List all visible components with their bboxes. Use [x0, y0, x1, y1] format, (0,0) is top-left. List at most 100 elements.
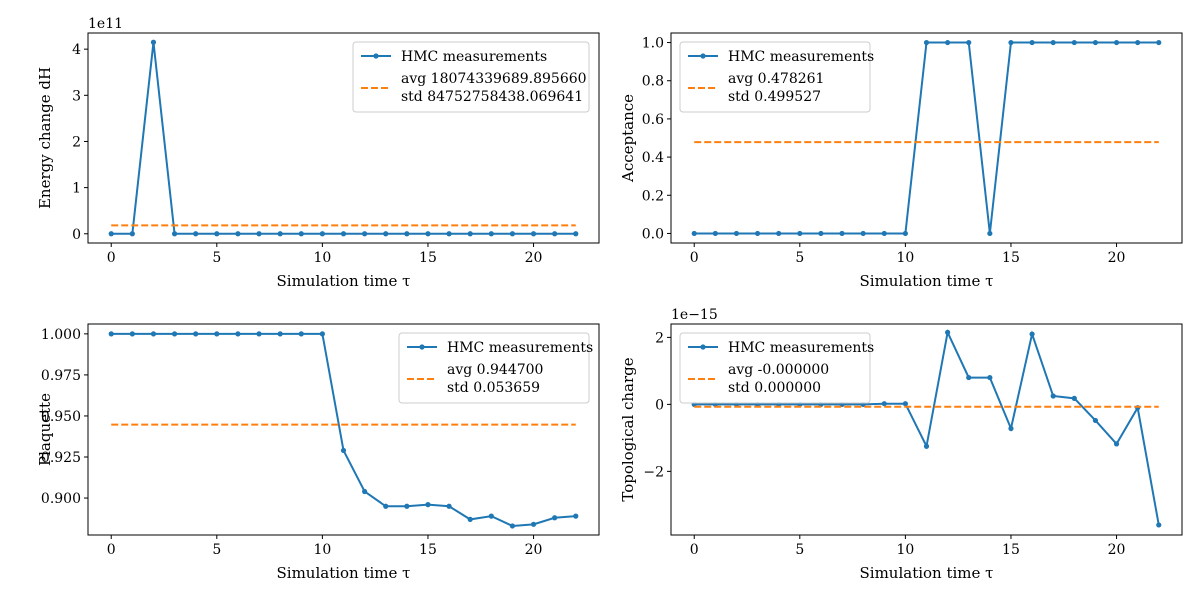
data-point [573, 231, 579, 237]
legend-std-label: std 84752758438.069641 [401, 89, 583, 105]
data-point [530, 521, 537, 527]
data-point [256, 231, 262, 237]
data-point [214, 331, 220, 337]
x-tick-label: 10 [896, 542, 914, 558]
y-tick-label: 0.0 [642, 226, 664, 242]
data-point [818, 230, 824, 237]
data-point [277, 231, 283, 237]
data-point [902, 401, 908, 407]
data-point [488, 513, 494, 519]
data-point [923, 443, 930, 449]
data-point [235, 231, 241, 237]
data-point [171, 231, 178, 237]
data-point [1008, 39, 1014, 46]
axes-frame [670, 323, 1183, 536]
data-point [966, 39, 972, 46]
data-point [362, 231, 368, 237]
series-group [691, 39, 1162, 237]
data-point [552, 231, 558, 237]
data-point [340, 231, 347, 237]
data-point [1113, 39, 1120, 46]
data-point [797, 230, 803, 237]
legend-average-label: avg 18074339689.895660 [401, 71, 587, 87]
x-tick-label: 15 [1002, 542, 1020, 558]
data-point [319, 331, 325, 337]
legend-measurements-marker [700, 53, 706, 59]
chart-bottom-left: 0 5 10 15 20 0.900 0.925 0.950 0.975 1.000 Simulat… [36, 323, 600, 582]
y-tick-label: 3 [72, 88, 81, 104]
data-point [860, 230, 866, 237]
x-tick-label: 0 [690, 542, 699, 558]
data-point [277, 331, 283, 337]
y-tick-label: 0.8 [642, 74, 664, 90]
legend-measurements-marker [373, 53, 379, 59]
y-tick-label: 4 [72, 42, 81, 58]
data-point [319, 231, 325, 237]
legend-average-label: avg 0.478261 [728, 71, 824, 87]
data-point [1008, 425, 1014, 432]
y-axis-label: Plaquette [36, 393, 54, 466]
x-tick-label: 10 [896, 250, 914, 266]
x-tick-label: 10 [313, 542, 331, 558]
data-point [881, 230, 887, 237]
data-point [446, 503, 452, 509]
data-point [1050, 39, 1056, 46]
y-tick-label: 0.975 [41, 368, 81, 384]
data-point [214, 231, 220, 237]
x-tick-label: 5 [212, 250, 221, 266]
data-point [467, 516, 473, 523]
data-point [488, 231, 494, 237]
x-tick-label: 0 [107, 542, 116, 558]
data-point [150, 331, 157, 337]
data-point [171, 331, 178, 337]
data-point [256, 331, 262, 337]
data-point [467, 231, 473, 237]
data-point [235, 331, 241, 337]
x-tick-label: 20 [525, 542, 543, 558]
data-point [1071, 39, 1077, 46]
legend-box [352, 41, 590, 113]
data-point [383, 231, 389, 237]
axes-frame [87, 32, 600, 244]
data-point [712, 230, 718, 237]
data-point [923, 39, 930, 46]
legend: HMC measurements avg -0.000000 std 0.00000… [679, 332, 874, 404]
data-point [987, 230, 993, 237]
data-point [193, 231, 199, 237]
y-tick-label: 0.925 [41, 450, 81, 466]
data-point [383, 503, 389, 509]
chart-top-left: 0 5 10 15 20 0 1 2 3 4 1e11 Simulation time τ Energy… [36, 16, 600, 290]
data-point [1050, 393, 1056, 399]
legend-box [679, 41, 871, 113]
data-point [1029, 331, 1035, 337]
data-point [573, 513, 579, 519]
data-point [446, 231, 452, 237]
y-tick-label: 1.000 [41, 327, 81, 343]
data-point [552, 515, 558, 521]
y-axis-label: Acceptance [619, 94, 637, 183]
data-point [509, 523, 516, 529]
data-point [150, 39, 157, 45]
data-point [1113, 441, 1120, 447]
data-point [530, 231, 537, 237]
y-tick-label: −2 [643, 464, 664, 480]
data-point [108, 331, 114, 337]
y-tick-label: 0.900 [41, 491, 81, 507]
x-tick-label: 20 [525, 250, 543, 266]
data-point [129, 231, 135, 237]
legend-average-label: avg -0.000000 [728, 362, 829, 378]
legend-average-label: avg 0.944700 [447, 362, 543, 378]
x-tick-label: 5 [795, 542, 804, 558]
y-tick-label: 0.2 [642, 188, 664, 204]
data-point [108, 231, 114, 237]
data-point [425, 502, 431, 508]
y-axis-label: Topological charge [619, 357, 637, 501]
axes-frame [87, 323, 600, 536]
x-tick-label: 20 [1108, 542, 1126, 558]
legend-measurements-marker [700, 344, 706, 350]
data-point [733, 230, 740, 237]
data-point [691, 230, 697, 237]
x-axis-label: Simulation time τ [277, 272, 411, 290]
data-point [1092, 417, 1099, 424]
